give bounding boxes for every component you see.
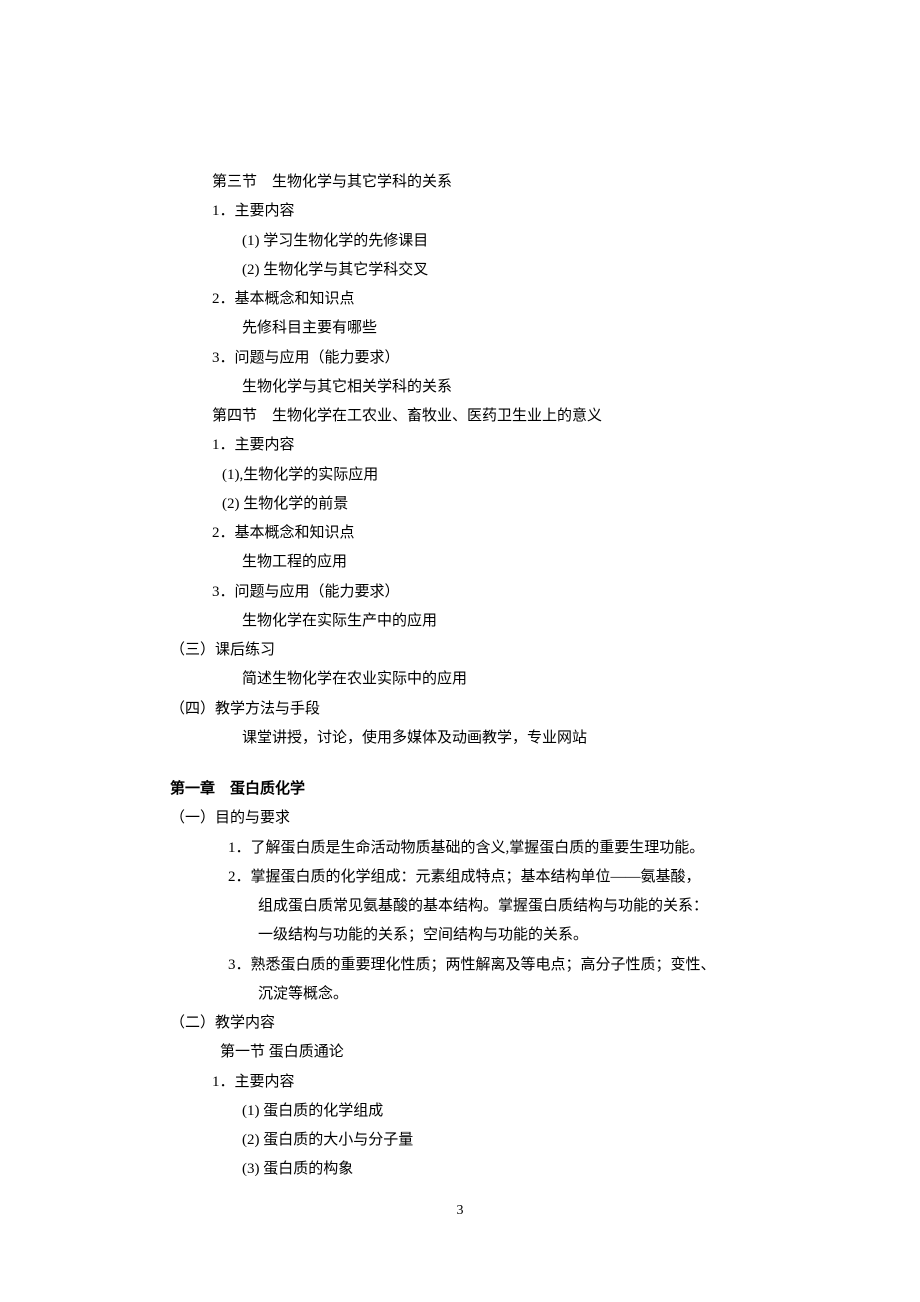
part4-content: 课堂讲授，讨论，使用多媒体及动画教学，专业网站: [170, 724, 796, 753]
section4-item3-sub1: 生物化学在实际生产中的应用: [170, 607, 796, 636]
section3-item3-sub1: 生物化学与其它相关学科的关系: [170, 373, 796, 402]
section3-item2-label: 2．基本概念和知识点: [170, 285, 796, 314]
chapter1-part2-section1-title: 第一节 蛋白质通论: [170, 1038, 796, 1067]
section4-item1-sub2: (2) 生物化学的前景: [170, 490, 796, 519]
section4-item2-sub1: 生物工程的应用: [170, 548, 796, 577]
chapter1-part2-section1-item1-label: 1．主要内容: [170, 1068, 796, 1097]
page-content: 第三节 生物化学与其它学科的关系 1．主要内容 (1) 学习生物化学的先修课目 …: [0, 0, 920, 1185]
chapter1-part1-item3-line2: 沉淀等概念。: [170, 980, 796, 1009]
chapter1-part2-section1-item1-sub1: (1) 蛋白质的化学组成: [170, 1097, 796, 1126]
page-number: 3: [0, 1197, 920, 1224]
section4-item1-sub1: (1),生物化学的实际应用: [170, 461, 796, 490]
chapter1-title: 第一章 蛋白质化学: [170, 775, 796, 804]
section3-item1-sub2: (2) 生物化学与其它学科交叉: [170, 256, 796, 285]
chapter1-part2-label: （二）教学内容: [170, 1009, 796, 1038]
part3-label: （三）课后练习: [170, 636, 796, 665]
chapter1-part2-section1-item1-sub3: (3) 蛋白质的构象: [170, 1155, 796, 1184]
section4-item1-label: 1．主要内容: [170, 431, 796, 460]
chapter1-part1-item1: 1．了解蛋白质是生命活动物质基础的含义,掌握蛋白质的重要生理功能。: [170, 834, 796, 863]
section3-item3-label: 3．问题与应用（能力要求）: [170, 344, 796, 373]
section3-item2-sub1: 先修科目主要有哪些: [170, 314, 796, 343]
section3-item1-sub1: (1) 学习生物化学的先修课目: [170, 227, 796, 256]
section3-item1-label: 1．主要内容: [170, 197, 796, 226]
chapter1-part1-item2-line2: 组成蛋白质常见氨基酸的基本结构。掌握蛋白质结构与功能的关系：: [170, 892, 796, 921]
section3-title: 第三节 生物化学与其它学科的关系: [170, 168, 796, 197]
chapter1-part1-item2-line3: 一级结构与功能的关系；空间结构与功能的关系。: [170, 921, 796, 950]
part4-label: （四）教学方法与手段: [170, 695, 796, 724]
chapter1-part1-item2-line1: 2．掌握蛋白质的化学组成：元素组成特点；基本结构单位——氨基酸，: [170, 863, 796, 892]
section4-item3-label: 3．问题与应用（能力要求）: [170, 578, 796, 607]
chapter1-part1-label: （一）目的与要求: [170, 804, 796, 833]
section4-title: 第四节 生物化学在工农业、畜牧业、医药卫生业上的意义: [170, 402, 796, 431]
chapter1-part1-item3-line1: 3．熟悉蛋白质的重要理化性质；两性解离及等电点；高分子性质；变性、: [170, 951, 796, 980]
chapter1-part2-section1-item1-sub2: (2) 蛋白质的大小与分子量: [170, 1126, 796, 1155]
part3-content: 简述生物化学在农业实际中的应用: [170, 665, 796, 694]
section4-item2-label: 2．基本概念和知识点: [170, 519, 796, 548]
